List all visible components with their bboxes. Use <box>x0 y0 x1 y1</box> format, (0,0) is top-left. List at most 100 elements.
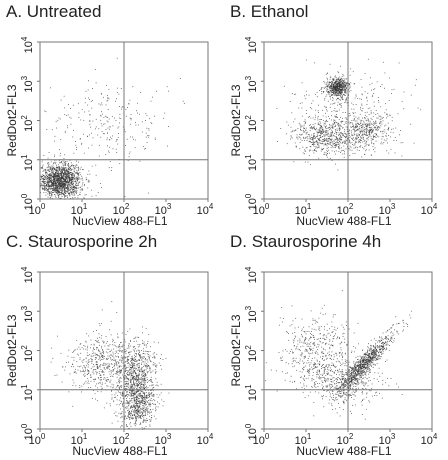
event-point <box>129 354 131 356</box>
event-point <box>47 178 49 180</box>
event-point <box>338 81 340 83</box>
event-point <box>83 374 84 376</box>
event-point <box>143 383 145 385</box>
event-point <box>51 188 53 189</box>
event-point <box>343 135 344 137</box>
event-point <box>53 186 54 188</box>
event-point <box>119 163 121 165</box>
event-point <box>327 92 329 94</box>
event-point <box>138 359 140 361</box>
event-point <box>148 400 149 401</box>
event-point <box>78 172 79 174</box>
event-point <box>65 366 66 368</box>
event-point <box>335 131 337 133</box>
event-point <box>349 84 351 85</box>
event-point <box>77 174 79 175</box>
event-point <box>74 178 76 180</box>
event-point <box>389 114 391 116</box>
event-point <box>44 178 46 180</box>
event-point <box>365 124 367 126</box>
event-point <box>46 172 48 174</box>
event-point <box>42 168 44 169</box>
event-point <box>75 172 77 174</box>
event-point <box>357 147 359 148</box>
event-point <box>329 90 331 92</box>
event-point <box>342 99 344 100</box>
event-point <box>322 143 324 145</box>
event-point <box>75 184 77 186</box>
event-point <box>327 100 329 102</box>
event-point <box>110 379 112 381</box>
event-point <box>130 136 131 138</box>
event-point <box>341 133 343 134</box>
event-point <box>117 420 119 422</box>
event-point <box>375 127 376 128</box>
event-point <box>136 402 137 404</box>
event-point <box>326 131 328 133</box>
event-point <box>323 130 325 132</box>
event-point <box>131 366 133 368</box>
event-point <box>150 398 152 399</box>
event-point <box>87 181 89 183</box>
event-point <box>312 138 314 140</box>
event-point <box>346 85 348 87</box>
event-point <box>136 394 138 396</box>
event-point <box>58 169 60 170</box>
y-tick-exponent: 4 <box>244 36 253 41</box>
event-point <box>155 371 157 373</box>
event-point <box>375 128 377 130</box>
event-point <box>138 400 140 402</box>
event-point <box>64 186 65 187</box>
event-point <box>145 366 146 368</box>
event-point <box>338 87 340 89</box>
event-point <box>71 191 73 193</box>
event-point <box>387 129 389 130</box>
event-point <box>310 146 312 148</box>
event-point <box>79 348 81 350</box>
event-point <box>126 418 128 419</box>
event-point <box>58 182 60 184</box>
event-point <box>372 134 374 136</box>
event-point <box>305 147 307 149</box>
event-point <box>331 150 333 152</box>
event-point <box>324 153 326 155</box>
event-point <box>145 399 146 401</box>
event-point <box>342 89 344 91</box>
event-point <box>340 87 342 88</box>
event-point <box>345 84 347 86</box>
event-point <box>141 402 142 404</box>
event-point <box>95 174 97 176</box>
event-point <box>316 142 318 144</box>
event-point <box>317 135 319 137</box>
event-point <box>148 128 150 130</box>
event-point <box>360 79 362 80</box>
event-point <box>103 371 105 373</box>
event-point <box>148 365 150 367</box>
event-point <box>58 179 60 181</box>
event-point <box>102 340 103 342</box>
event-point <box>66 178 68 180</box>
event-point <box>115 140 117 142</box>
event-point <box>388 129 389 131</box>
event-point <box>146 371 148 373</box>
event-point <box>130 123 131 125</box>
event-point <box>379 127 381 129</box>
event-point <box>42 184 43 186</box>
event-point <box>138 337 139 338</box>
event-point <box>56 178 58 180</box>
event-point <box>336 81 337 83</box>
event-point <box>336 91 338 92</box>
event-point <box>144 392 146 394</box>
event-point <box>62 187 64 189</box>
event-point <box>50 178 52 180</box>
event-point <box>78 177 80 179</box>
event-point <box>139 412 141 414</box>
event-point <box>105 129 107 130</box>
event-point <box>49 177 51 178</box>
event-point <box>146 379 148 380</box>
event-point <box>140 403 142 405</box>
event-point <box>366 126 368 128</box>
event-point <box>319 129 321 131</box>
event-point <box>99 357 101 359</box>
event-point <box>144 403 145 404</box>
